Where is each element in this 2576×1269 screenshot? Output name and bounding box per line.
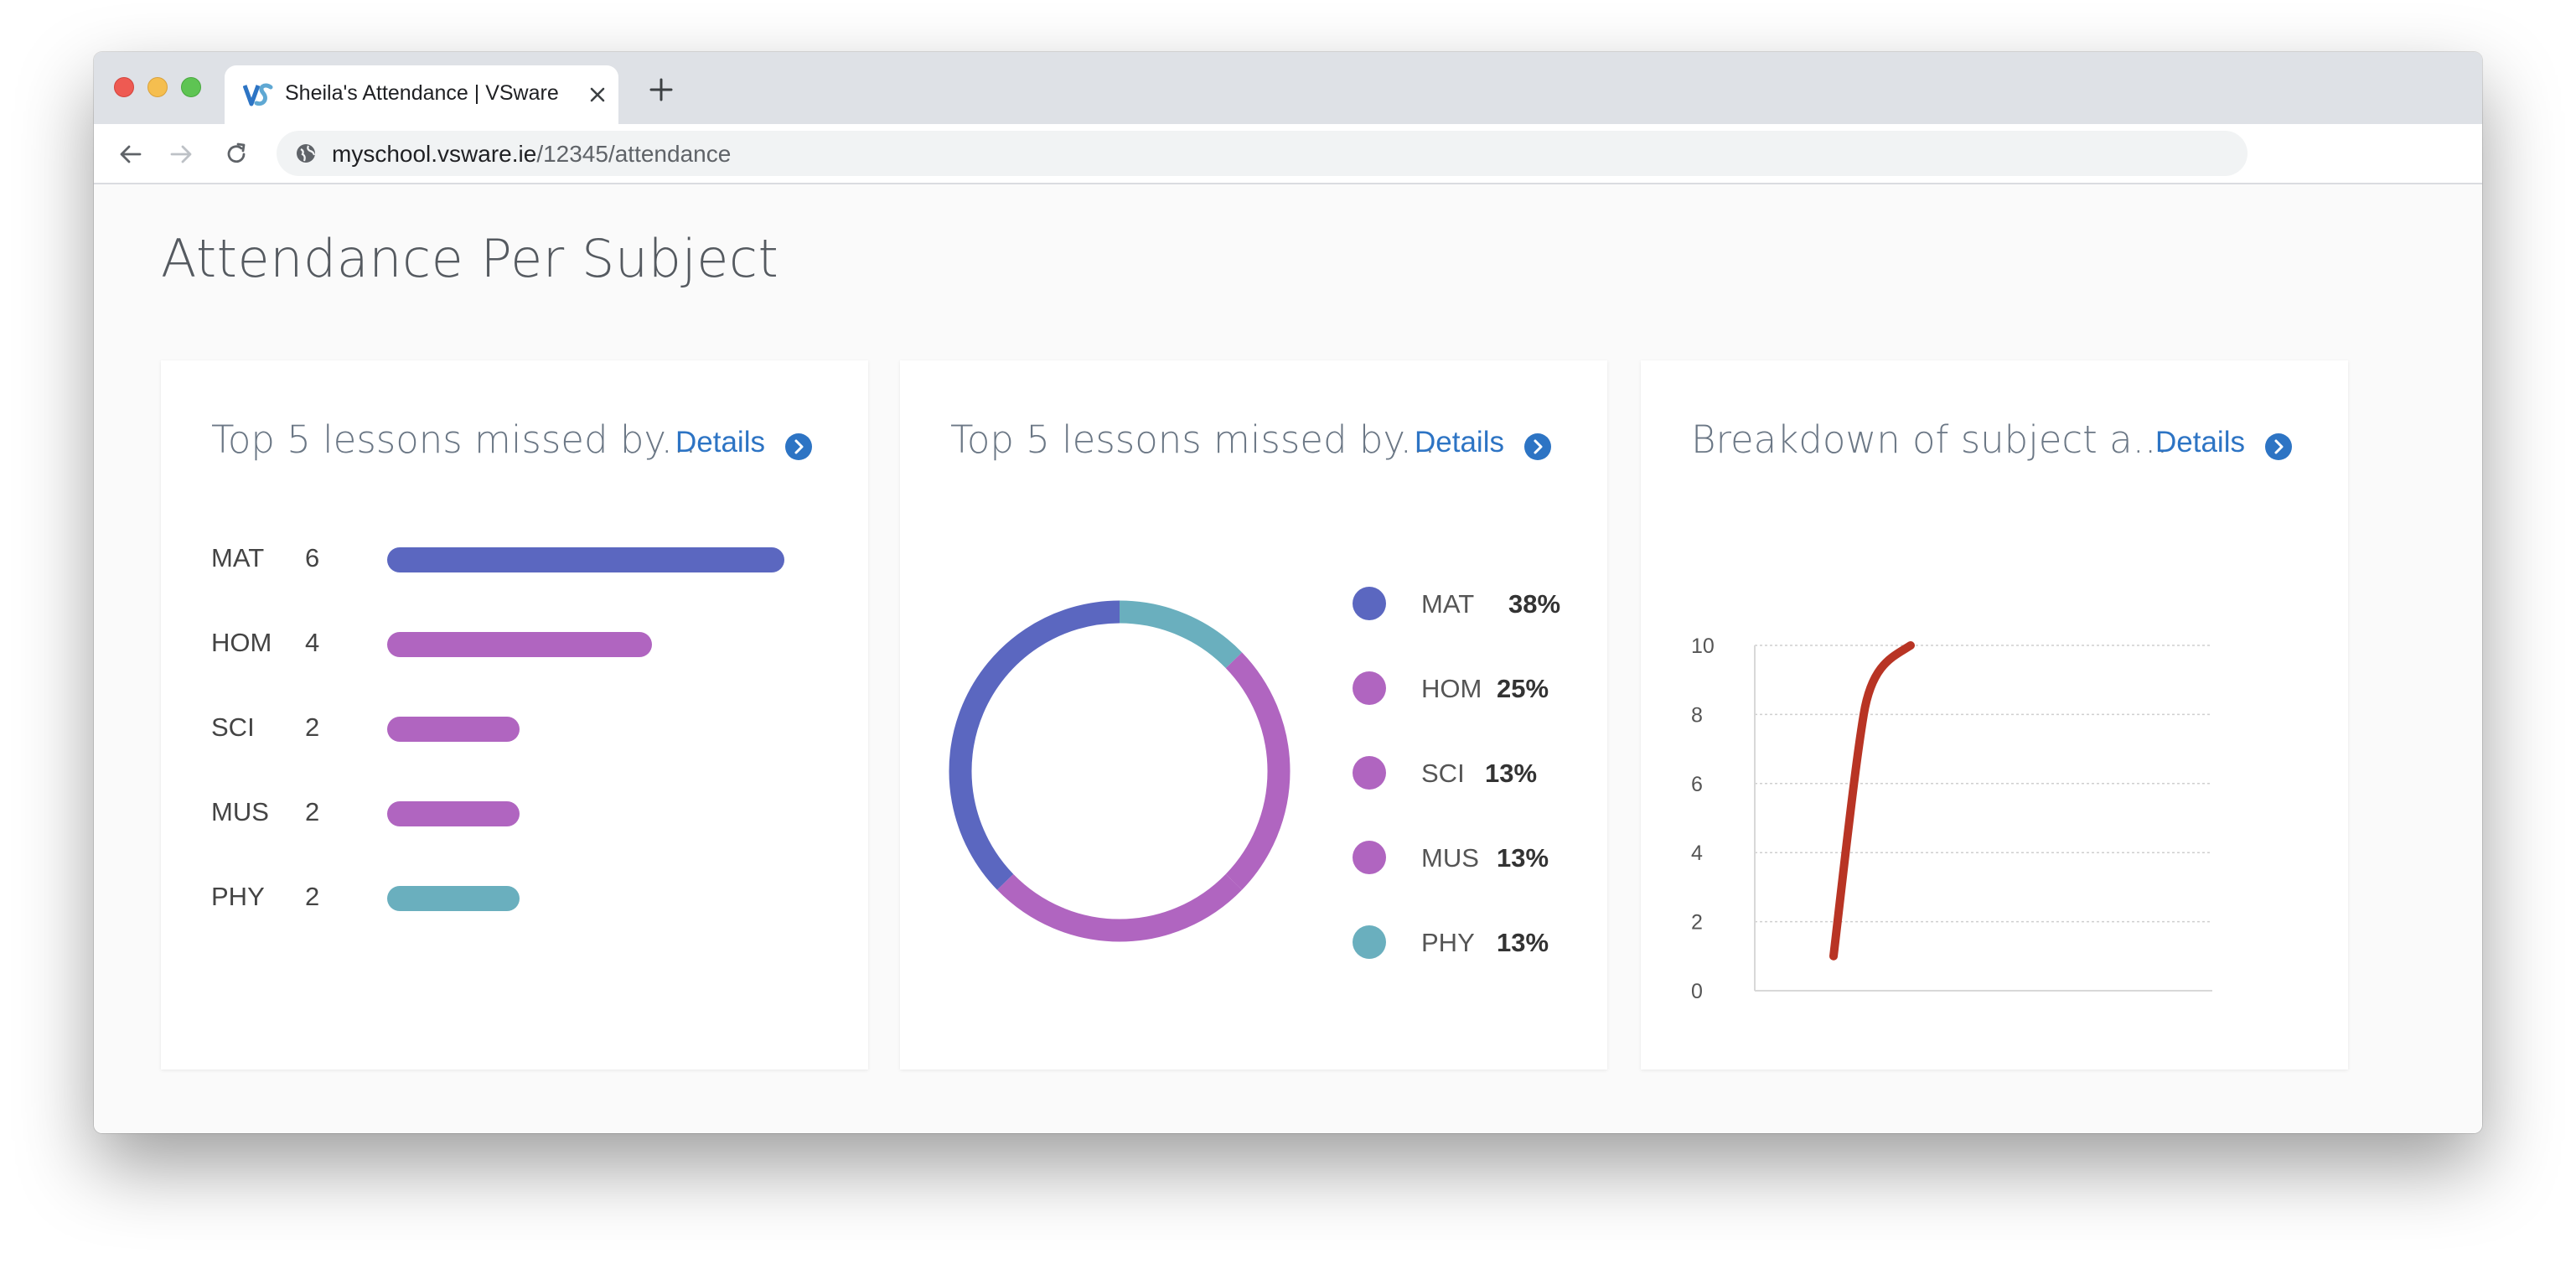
top-lessons-bar-card: Top 5 lessons missed by... Details MAT 6 H…: [161, 360, 868, 1070]
tab-title: Sheila's Attendance | VSware: [285, 81, 559, 105]
chevron-right-circle-icon[interactable]: [784, 432, 813, 461]
bar[interactable]: [387, 886, 520, 911]
card-title: Top 5 lessons missed by...: [950, 417, 1436, 462]
tab-strip: Sheila's Attendance | VSware: [94, 52, 2482, 124]
vsware-logo-icon: [243, 83, 273, 106]
line-chart: 0246810OctNovDecJanFebMarAprMayJunJulAug: [1691, 634, 2212, 1003]
details-link[interactable]: Details: [1415, 426, 1504, 458]
legend-item: MAT 38%: [1353, 587, 1596, 624]
chevron-right-circle-icon[interactable]: [2264, 432, 2293, 461]
bar-value-label: 6: [305, 543, 320, 572]
donut-slice-sci[interactable]: [1119, 873, 1243, 942]
y-tick-label: 8: [1691, 703, 1703, 727]
bar-category-label: MUS: [211, 797, 269, 826]
legend-label: PHY: [1421, 928, 1475, 957]
details-link[interactable]: Details: [675, 426, 765, 458]
bar-value-label: 2: [305, 882, 320, 911]
close-tab-icon[interactable]: [588, 85, 607, 104]
legend-percent: 13%: [1485, 759, 1538, 788]
bar-category-label: HOM: [211, 628, 272, 657]
bar[interactable]: [387, 632, 652, 657]
legend-item: PHY 13%: [1353, 925, 1596, 962]
donut-slice-phy[interactable]: [1119, 600, 1243, 669]
subject-breakdown-line-card: Breakdown of subject a... Details 0 2 4 6 8 1…: [1641, 360, 2348, 1070]
bar-row: PHY 2: [211, 882, 831, 915]
back-arrow-icon[interactable]: [117, 141, 144, 168]
card-title: Top 5 lessons missed by...: [211, 417, 697, 462]
y-tick-label: 6: [1691, 773, 1703, 796]
donut-slice-mus[interactable]: [996, 873, 1120, 942]
bar-value-label: 2: [305, 712, 320, 742]
y-tick-label: 4: [1691, 842, 1703, 865]
page-title: Attendance Per Subject: [161, 228, 779, 289]
maximize-window-button[interactable]: [181, 77, 201, 97]
bar[interactable]: [387, 801, 520, 826]
legend-label: MAT: [1421, 589, 1475, 619]
browser-toolbar: myschool.vsware.ie/12345/attendance: [94, 124, 2482, 184]
legend-item: HOM 25%: [1353, 671, 1596, 708]
legend-percent: 38%: [1508, 589, 1561, 619]
bar-category-label: MAT: [211, 543, 265, 572]
bar-row: SCI 2: [211, 712, 831, 746]
bar[interactable]: [387, 717, 520, 742]
bar-value-label: 4: [305, 628, 320, 657]
chevron-right-circle-icon[interactable]: [1523, 432, 1552, 461]
legend-item: SCI 13%: [1353, 756, 1596, 793]
legend-label: MUS: [1421, 843, 1479, 873]
card-title: Breakdown of subject a...: [1691, 417, 2169, 462]
bar-value-label: 2: [305, 797, 320, 826]
reload-icon[interactable]: [223, 141, 250, 168]
url-text: myschool.vsware.ie/12345/attendance: [332, 141, 731, 168]
globe-icon: [297, 144, 316, 163]
browser-tab[interactable]: Sheila's Attendance | VSware: [225, 65, 618, 124]
legend-percent: 25%: [1497, 674, 1549, 703]
bar[interactable]: [387, 547, 784, 572]
url-host: myschool.vsware.ie: [332, 141, 537, 167]
legend-swatch: [1353, 587, 1386, 620]
browser-window: Sheila's Attendance | VSware myschool.vs…: [94, 52, 2482, 1133]
bar-category-label: SCI: [211, 712, 255, 742]
url-path: /12345/attendance: [536, 141, 732, 167]
new-tab-icon[interactable]: [649, 77, 674, 102]
legend-swatch: [1353, 841, 1386, 874]
legend-item: MUS 13%: [1353, 841, 1596, 878]
page-content: Attendance Per Subject Top 5 lessons mis…: [94, 184, 2482, 1133]
address-bar[interactable]: myschool.vsware.ie/12345/attendance: [277, 131, 2248, 176]
legend-swatch: [1353, 925, 1386, 959]
y-tick-label: 10: [1691, 634, 1715, 658]
y-tick-label: 0: [1691, 980, 1703, 1003]
y-tick-label: 2: [1691, 911, 1703, 935]
donut-chart: [949, 600, 1291, 942]
legend-percent: 13%: [1497, 928, 1549, 957]
minimize-window-button[interactable]: [147, 77, 168, 97]
legend-swatch: [1353, 671, 1386, 705]
bar-row: MAT 6: [211, 543, 831, 577]
legend-percent: 13%: [1497, 843, 1549, 873]
legend-label: SCI: [1421, 759, 1465, 788]
bar-row: HOM 4: [211, 628, 831, 661]
forward-arrow-icon[interactable]: [168, 141, 194, 168]
close-window-button[interactable]: [114, 77, 134, 97]
top-lessons-donut-card: Top 5 lessons missed by... Details MAT 38…: [900, 360, 1607, 1070]
donut-slice-hom[interactable]: [1225, 652, 1291, 890]
legend-swatch: [1353, 756, 1386, 790]
donut-slice-mat[interactable]: [949, 600, 1120, 890]
details-link[interactable]: Details: [2155, 426, 2245, 458]
bar-category-label: PHY: [211, 882, 265, 911]
line-series[interactable]: [1829, 641, 1915, 961]
bar-row: MUS 2: [211, 797, 831, 831]
legend-label: HOM: [1421, 674, 1482, 703]
